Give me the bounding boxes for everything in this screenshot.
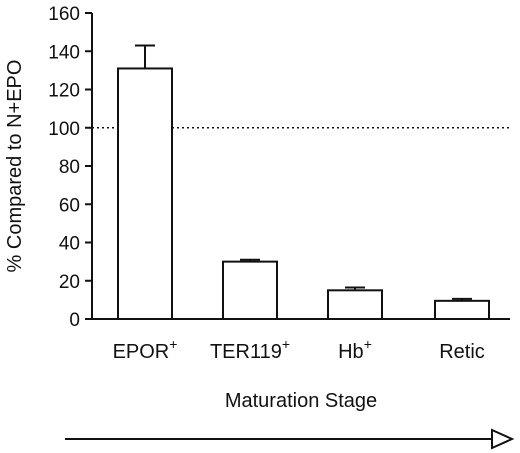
bars bbox=[117, 44, 490, 321]
y-tick-label: 80 bbox=[59, 157, 80, 178]
y-tick-label: 0 bbox=[69, 310, 80, 331]
bar-hb bbox=[327, 289, 383, 320]
y-tick-label: 160 bbox=[48, 4, 80, 25]
bar-ter119 bbox=[222, 260, 278, 320]
x-axis-category-labels: EPOR+ TER119+ Hb+ Retic bbox=[113, 336, 485, 363]
y-tick-label: 140 bbox=[48, 42, 80, 63]
y-tick-label: 120 bbox=[48, 81, 80, 102]
maturation-arrow bbox=[65, 428, 515, 450]
y-tick-label: 60 bbox=[59, 195, 80, 216]
y-axis-title: % Compared to N+EPO bbox=[4, 60, 26, 273]
y-axis-ticks: 0 20 40 60 80 100 120 140 160 bbox=[48, 4, 92, 331]
y-tick-label: 40 bbox=[59, 234, 80, 255]
arrow-head bbox=[491, 428, 515, 450]
category-label-retic: Retic bbox=[439, 341, 485, 363]
category-name: EPOR bbox=[113, 341, 170, 363]
y-tick-label: 20 bbox=[59, 272, 80, 293]
category-name: Hb bbox=[338, 341, 364, 363]
category-superscript: + bbox=[364, 336, 372, 352]
category-superscript: + bbox=[282, 336, 290, 352]
category-label-hb: Hb+ bbox=[338, 336, 372, 363]
category-name: Retic bbox=[439, 341, 485, 363]
bar-epor bbox=[117, 67, 173, 321]
category-label-ter119: TER119+ bbox=[210, 336, 290, 363]
y-tick-label: 100 bbox=[48, 119, 80, 140]
category-label-epor: EPOR+ bbox=[113, 336, 178, 363]
bar-retic bbox=[434, 299, 490, 320]
x-axis-title: Maturation Stage bbox=[225, 390, 377, 412]
category-name: TER119 bbox=[210, 341, 282, 363]
category-superscript: + bbox=[169, 336, 177, 352]
